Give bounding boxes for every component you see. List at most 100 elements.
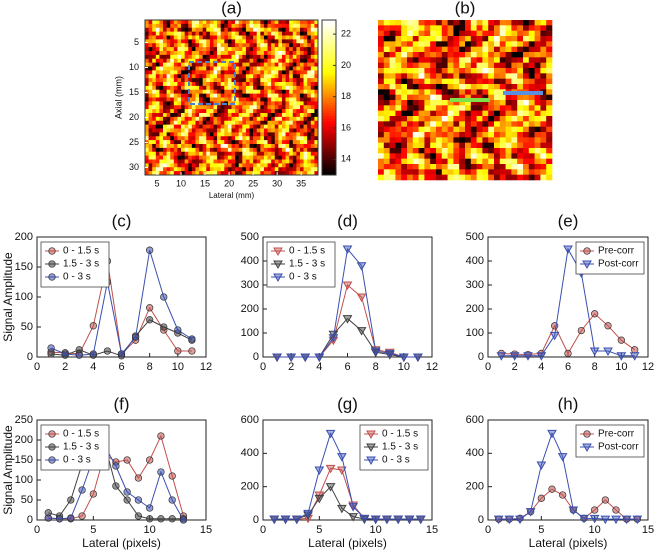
image-pixel xyxy=(263,43,268,48)
image-pixel xyxy=(412,25,419,31)
image-pixel xyxy=(281,47,286,52)
image-pixel xyxy=(517,174,524,181)
image-pixel xyxy=(263,58,268,63)
image-pixel xyxy=(202,151,207,156)
colorbar-cell xyxy=(322,164,336,168)
image-pixel xyxy=(209,140,214,145)
image-pixel xyxy=(184,140,189,145)
image-pixel xyxy=(441,158,448,165)
marker xyxy=(146,515,154,523)
image-pixel xyxy=(209,101,214,106)
image-pixel xyxy=(546,94,553,101)
image-pixel xyxy=(213,151,218,156)
image-pixel xyxy=(289,167,294,172)
image-pixel xyxy=(310,113,315,118)
image-pixel xyxy=(274,47,279,52)
marker xyxy=(621,515,632,525)
image-pixel xyxy=(253,20,258,25)
image-pixel xyxy=(173,31,178,36)
image-pixel xyxy=(184,116,189,122)
image-pixel xyxy=(494,41,501,47)
image-pixel xyxy=(227,97,232,102)
image-pixel xyxy=(224,78,229,83)
colorbar-cell xyxy=(322,100,336,104)
image-pixel xyxy=(267,43,272,48)
image-pixel xyxy=(152,74,157,79)
image-pixel xyxy=(249,171,254,176)
image-pixel xyxy=(235,31,239,36)
image-pixel xyxy=(540,174,547,181)
image-pixel xyxy=(184,51,189,56)
image-pixel xyxy=(459,169,466,175)
image-pixel xyxy=(407,174,414,181)
image-pixel xyxy=(278,159,283,164)
image-pixel xyxy=(307,97,312,102)
image-pixel xyxy=(231,35,236,40)
image-pixel xyxy=(278,105,283,110)
image-pixel xyxy=(209,163,214,168)
image-pixel xyxy=(224,74,229,79)
image-pixel xyxy=(488,148,495,154)
image-pixel xyxy=(253,51,258,56)
x-tick-label: 15 xyxy=(426,524,438,536)
image-pixel xyxy=(289,151,294,156)
image-pixel xyxy=(310,151,315,156)
image-pixel xyxy=(314,39,319,44)
image-pixel xyxy=(256,101,261,106)
image-pixel xyxy=(292,89,297,94)
image-pixel xyxy=(271,66,276,71)
image-pixel xyxy=(253,163,258,168)
image-pixel xyxy=(418,169,425,175)
image-pixel xyxy=(181,136,185,141)
image-pixel xyxy=(217,136,221,141)
image-pixel xyxy=(278,147,283,153)
x-tick-label: 2 xyxy=(62,361,68,373)
image-pixel xyxy=(202,101,207,106)
image-pixel xyxy=(231,78,236,83)
image-pixel xyxy=(202,136,207,141)
image-pixel xyxy=(412,142,419,149)
image-pixel xyxy=(540,121,547,127)
image-pixel xyxy=(289,128,294,133)
image-pixel xyxy=(224,144,229,149)
image-pixel xyxy=(242,109,247,114)
image-pixel xyxy=(155,70,160,75)
image-pixel xyxy=(494,36,501,42)
image-pixel xyxy=(166,109,171,114)
image-pixel xyxy=(534,158,541,165)
image-pixel xyxy=(436,84,443,90)
image-pixel xyxy=(289,51,294,56)
image-pixel xyxy=(281,20,286,25)
image-pixel xyxy=(307,89,312,94)
image-pixel xyxy=(307,20,312,25)
image-pixel xyxy=(389,20,396,26)
image-pixel xyxy=(378,36,385,42)
image-pixel xyxy=(231,74,236,79)
y-tick-label: 25 xyxy=(129,137,139,147)
image-pixel xyxy=(303,58,308,63)
image-pixel xyxy=(407,78,414,85)
marker xyxy=(157,432,165,440)
image-pixel xyxy=(181,124,185,129)
x-tick-label: 12 xyxy=(200,361,212,373)
image-pixel xyxy=(424,126,431,133)
image-pixel xyxy=(217,113,221,118)
image-pixel xyxy=(296,54,301,60)
colorbar-cell xyxy=(322,144,336,147)
image-pixel xyxy=(401,105,408,111)
image-pixel xyxy=(505,68,512,74)
image-pixel xyxy=(188,97,193,102)
image-pixel xyxy=(292,140,297,145)
image-pixel xyxy=(188,116,193,122)
image-pixel xyxy=(181,128,185,133)
image-pixel xyxy=(224,128,229,133)
image-pixel xyxy=(436,100,443,106)
image-pixel xyxy=(389,62,396,69)
image-pixel xyxy=(213,82,218,87)
image-pixel xyxy=(488,30,495,37)
image-pixel xyxy=(378,105,385,111)
image-pixel xyxy=(285,62,290,67)
image-pixel xyxy=(249,124,254,129)
image-pixel xyxy=(285,155,290,160)
image-pixel xyxy=(220,78,225,83)
